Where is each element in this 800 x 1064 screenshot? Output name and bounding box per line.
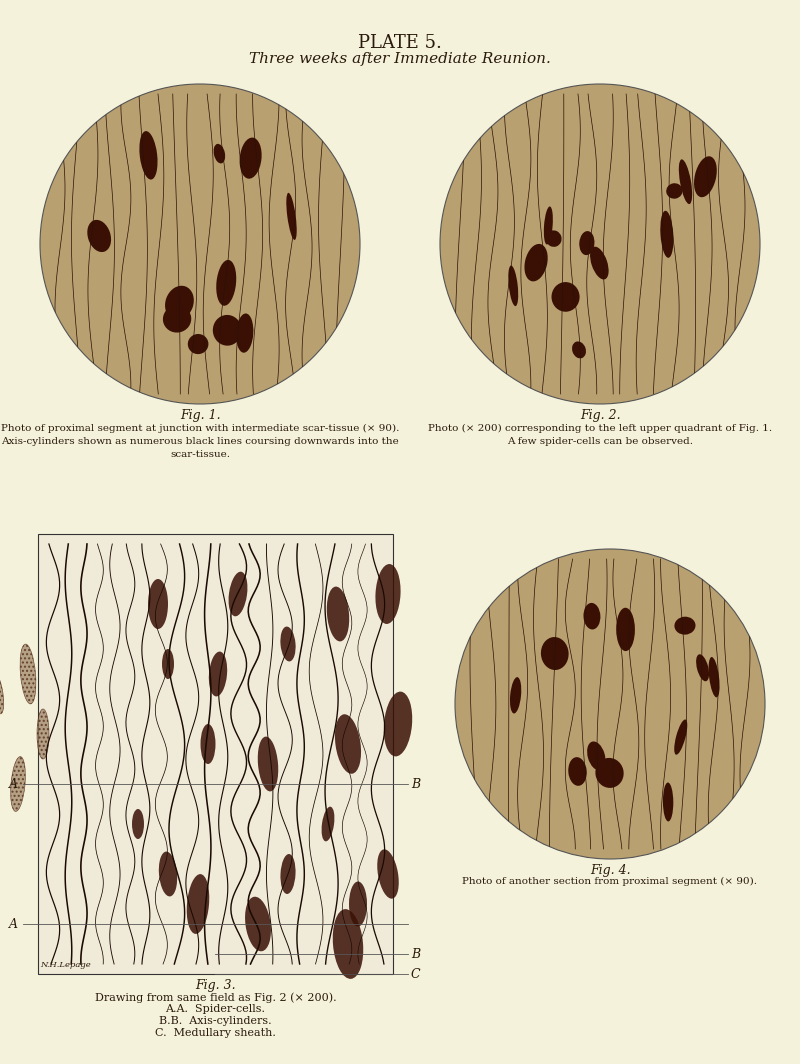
Ellipse shape (663, 782, 674, 821)
Text: Drawing from same field as Fig. 2 (× 200).: Drawing from same field as Fig. 2 (× 200… (94, 992, 336, 1002)
Ellipse shape (335, 714, 361, 774)
Ellipse shape (333, 909, 363, 979)
Ellipse shape (159, 851, 177, 897)
Ellipse shape (696, 654, 709, 681)
Text: B: B (411, 778, 420, 791)
Ellipse shape (132, 809, 144, 839)
Ellipse shape (674, 719, 687, 754)
Text: PLATE 5.: PLATE 5. (358, 34, 442, 52)
Ellipse shape (568, 758, 586, 786)
Ellipse shape (572, 342, 586, 359)
Text: B.B.  Axis-cylinders.: B.B. Axis-cylinders. (159, 1016, 272, 1026)
Circle shape (440, 84, 760, 404)
Ellipse shape (37, 709, 49, 759)
Bar (38, 534, 393, 974)
Ellipse shape (666, 183, 682, 199)
Ellipse shape (245, 897, 271, 951)
Ellipse shape (674, 617, 695, 634)
Ellipse shape (551, 282, 580, 312)
Ellipse shape (660, 211, 674, 257)
Ellipse shape (616, 608, 635, 651)
Ellipse shape (590, 247, 609, 280)
Ellipse shape (209, 651, 227, 697)
Ellipse shape (240, 137, 262, 179)
Ellipse shape (87, 220, 111, 252)
Ellipse shape (186, 875, 210, 934)
Circle shape (40, 84, 360, 404)
Text: Photo of another section from proximal segment (× 90).: Photo of another section from proximal s… (462, 877, 758, 886)
Ellipse shape (546, 230, 562, 247)
Ellipse shape (10, 757, 26, 812)
Ellipse shape (201, 724, 215, 764)
Ellipse shape (508, 266, 518, 306)
Ellipse shape (148, 579, 168, 629)
Circle shape (455, 549, 765, 859)
Text: Fig. 3.: Fig. 3. (195, 979, 236, 992)
Ellipse shape (679, 160, 692, 204)
Text: Fig. 2.: Fig. 2. (580, 409, 620, 422)
Ellipse shape (595, 758, 624, 788)
Ellipse shape (188, 334, 209, 354)
Ellipse shape (378, 849, 398, 899)
Ellipse shape (162, 649, 174, 679)
Ellipse shape (525, 244, 548, 281)
Text: Three weeks after Immediate Reunion.: Three weeks after Immediate Reunion. (249, 52, 551, 66)
Ellipse shape (510, 677, 522, 714)
Ellipse shape (281, 854, 295, 894)
Text: Fig. 4.: Fig. 4. (590, 864, 630, 877)
Ellipse shape (694, 156, 717, 197)
Ellipse shape (286, 193, 297, 239)
Ellipse shape (541, 637, 569, 670)
Ellipse shape (258, 736, 278, 792)
Text: A few spider-cells can be observed.: A few spider-cells can be observed. (507, 437, 693, 446)
Ellipse shape (384, 692, 412, 757)
Ellipse shape (163, 305, 191, 333)
Text: N.H.Lepage: N.H.Lepage (40, 961, 90, 969)
Ellipse shape (214, 144, 225, 164)
Text: A.A.  Spider-cells.: A.A. Spider-cells. (166, 1004, 266, 1014)
Ellipse shape (0, 675, 4, 714)
Ellipse shape (216, 260, 236, 305)
Ellipse shape (709, 656, 719, 697)
Ellipse shape (326, 586, 350, 642)
Ellipse shape (322, 807, 334, 842)
Ellipse shape (213, 315, 242, 346)
Ellipse shape (139, 131, 158, 180)
Ellipse shape (579, 231, 594, 255)
Ellipse shape (280, 627, 296, 662)
Ellipse shape (544, 206, 553, 245)
Text: scar-tissue.: scar-tissue. (170, 450, 230, 459)
Text: C.  Medullary sheath.: C. Medullary sheath. (155, 1028, 276, 1038)
Text: A: A (9, 917, 18, 931)
Text: B: B (411, 948, 420, 961)
Text: Fig. 1.: Fig. 1. (180, 409, 220, 422)
Text: Axis-cylinders shown as numerous black lines coursing downwards into the: Axis-cylinders shown as numerous black l… (1, 437, 399, 446)
Text: A: A (9, 778, 18, 791)
Ellipse shape (236, 314, 254, 352)
Ellipse shape (587, 742, 606, 770)
Text: Photo of proximal segment at junction with intermediate scar-tissue (× 90).: Photo of proximal segment at junction wi… (1, 423, 399, 433)
Text: C: C (411, 967, 421, 981)
Ellipse shape (349, 881, 367, 927)
Ellipse shape (20, 644, 36, 704)
Ellipse shape (165, 286, 194, 320)
Ellipse shape (229, 571, 247, 616)
Text: Photo (× 200) corresponding to the left upper quadrant of Fig. 1.: Photo (× 200) corresponding to the left … (428, 423, 772, 433)
Ellipse shape (583, 603, 601, 630)
Ellipse shape (375, 564, 401, 624)
